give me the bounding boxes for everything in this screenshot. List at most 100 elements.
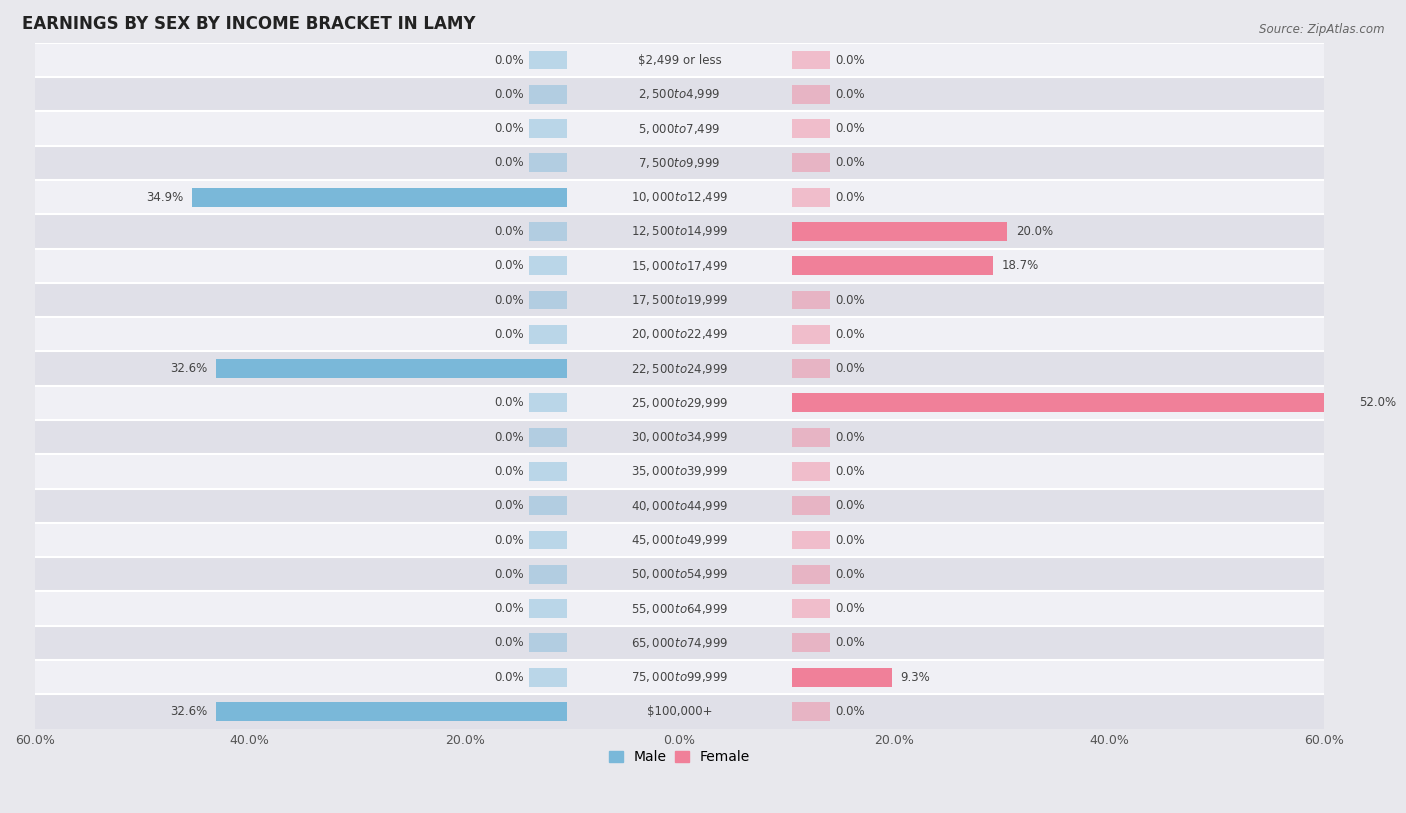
Bar [529, 599, 567, 618]
Text: $65,000 to $74,999: $65,000 to $74,999 [631, 636, 728, 650]
Text: 0.0%: 0.0% [835, 637, 865, 650]
Bar [792, 85, 830, 104]
Bar [792, 599, 830, 618]
Bar [529, 85, 567, 104]
Text: EARNINGS BY SEX BY INCOME BRACKET IN LAMY: EARNINGS BY SEX BY INCOME BRACKET IN LAM… [22, 15, 475, 33]
Text: $5,000 to $7,499: $5,000 to $7,499 [638, 122, 721, 136]
Bar [35, 592, 1324, 626]
Bar [792, 222, 1007, 241]
Legend: Male, Female: Male, Female [603, 745, 756, 770]
Bar [792, 256, 993, 275]
Bar [35, 215, 1324, 249]
Bar [35, 454, 1324, 489]
Text: 0.0%: 0.0% [835, 328, 865, 341]
Text: $20,000 to $22,499: $20,000 to $22,499 [631, 328, 728, 341]
Bar [35, 111, 1324, 146]
Bar [792, 154, 830, 172]
Bar [792, 325, 830, 344]
Text: $2,499 or less: $2,499 or less [637, 54, 721, 67]
Text: 9.3%: 9.3% [901, 671, 931, 684]
Text: 0.0%: 0.0% [835, 499, 865, 512]
Text: 0.0%: 0.0% [494, 259, 523, 272]
Text: 52.0%: 52.0% [1360, 397, 1396, 410]
Text: 0.0%: 0.0% [835, 705, 865, 718]
Bar [35, 660, 1324, 694]
Text: 0.0%: 0.0% [494, 465, 523, 478]
Text: 0.0%: 0.0% [835, 533, 865, 546]
Bar [792, 462, 830, 480]
Bar [792, 359, 830, 378]
Bar [792, 50, 830, 69]
Bar [35, 249, 1324, 283]
Text: $7,500 to $9,999: $7,500 to $9,999 [638, 156, 721, 170]
Text: $35,000 to $39,999: $35,000 to $39,999 [631, 464, 728, 479]
Text: 18.7%: 18.7% [1001, 259, 1039, 272]
Bar [529, 531, 567, 550]
Text: $25,000 to $29,999: $25,000 to $29,999 [631, 396, 728, 410]
Bar [35, 694, 1324, 728]
Text: 0.0%: 0.0% [494, 671, 523, 684]
Bar [35, 43, 1324, 77]
Bar [792, 702, 830, 721]
Text: $15,000 to $17,499: $15,000 to $17,499 [631, 259, 728, 272]
Text: 0.0%: 0.0% [835, 122, 865, 135]
Bar [35, 146, 1324, 180]
Text: 20.0%: 20.0% [1015, 225, 1053, 238]
Text: 0.0%: 0.0% [494, 293, 523, 307]
Text: 0.0%: 0.0% [494, 533, 523, 546]
Bar [792, 428, 830, 446]
Text: $30,000 to $34,999: $30,000 to $34,999 [631, 430, 728, 444]
Bar [529, 120, 567, 138]
Bar [529, 633, 567, 652]
Bar [35, 385, 1324, 420]
Bar [35, 351, 1324, 385]
Text: 0.0%: 0.0% [494, 328, 523, 341]
Bar [35, 489, 1324, 523]
Text: 0.0%: 0.0% [494, 122, 523, 135]
Text: 0.0%: 0.0% [835, 567, 865, 580]
Bar [35, 420, 1324, 454]
Bar [529, 462, 567, 480]
Bar [792, 496, 830, 515]
Text: $10,000 to $12,499: $10,000 to $12,499 [631, 190, 728, 204]
Text: $12,500 to $14,999: $12,500 to $14,999 [631, 224, 728, 238]
Bar [35, 77, 1324, 111]
Text: 0.0%: 0.0% [835, 362, 865, 375]
Text: 34.9%: 34.9% [146, 191, 183, 204]
Bar [792, 667, 891, 687]
Bar [792, 393, 1351, 412]
Text: 32.6%: 32.6% [170, 705, 208, 718]
Bar [792, 120, 830, 138]
Text: $50,000 to $54,999: $50,000 to $54,999 [631, 567, 728, 581]
Text: 0.0%: 0.0% [494, 431, 523, 444]
Bar [529, 256, 567, 275]
Bar [217, 702, 567, 721]
Text: 0.0%: 0.0% [494, 637, 523, 650]
Text: 0.0%: 0.0% [494, 602, 523, 615]
Text: 0.0%: 0.0% [835, 156, 865, 169]
Text: 0.0%: 0.0% [494, 499, 523, 512]
Bar [529, 154, 567, 172]
Text: 0.0%: 0.0% [494, 567, 523, 580]
Text: 0.0%: 0.0% [494, 54, 523, 67]
Bar [529, 496, 567, 515]
Text: 0.0%: 0.0% [494, 397, 523, 410]
Text: 0.0%: 0.0% [835, 602, 865, 615]
Text: 0.0%: 0.0% [835, 54, 865, 67]
Text: Source: ZipAtlas.com: Source: ZipAtlas.com [1260, 23, 1385, 36]
Bar [792, 531, 830, 550]
Bar [792, 290, 830, 310]
Bar [217, 359, 567, 378]
Text: $17,500 to $19,999: $17,500 to $19,999 [631, 293, 728, 307]
Bar [35, 557, 1324, 592]
Bar [529, 565, 567, 584]
Text: 0.0%: 0.0% [835, 431, 865, 444]
Bar [529, 325, 567, 344]
Text: 0.0%: 0.0% [835, 191, 865, 204]
Text: $75,000 to $99,999: $75,000 to $99,999 [631, 670, 728, 685]
Bar [529, 222, 567, 241]
Bar [792, 633, 830, 652]
Text: 0.0%: 0.0% [494, 225, 523, 238]
Text: $45,000 to $49,999: $45,000 to $49,999 [631, 533, 728, 547]
Bar [529, 428, 567, 446]
